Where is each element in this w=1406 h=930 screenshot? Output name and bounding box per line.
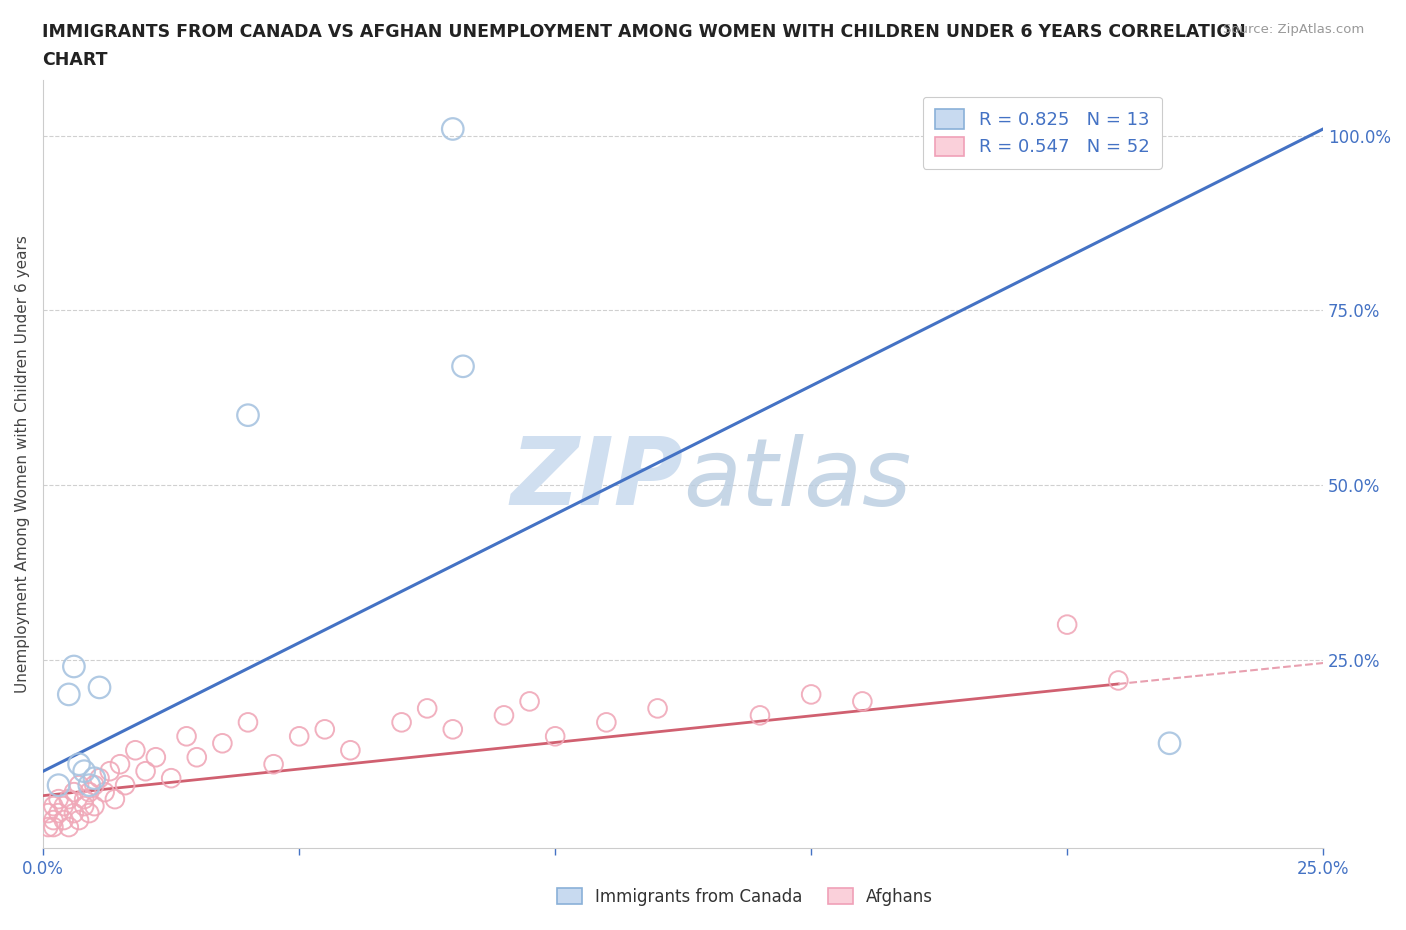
Point bbox=[595, 715, 617, 730]
Point bbox=[77, 805, 100, 820]
Point bbox=[236, 715, 259, 730]
Point bbox=[441, 122, 464, 137]
Point bbox=[37, 819, 59, 834]
Point bbox=[77, 785, 100, 800]
Point bbox=[339, 743, 361, 758]
Point bbox=[236, 407, 259, 422]
Text: Source: ZipAtlas.com: Source: ZipAtlas.com bbox=[1223, 23, 1364, 36]
Point bbox=[1056, 618, 1078, 632]
Point bbox=[104, 791, 127, 806]
Point bbox=[77, 777, 100, 792]
Point bbox=[749, 708, 772, 723]
Point bbox=[58, 791, 80, 806]
Point bbox=[519, 694, 541, 709]
Point bbox=[48, 791, 70, 806]
Point bbox=[211, 736, 233, 751]
Point bbox=[89, 771, 111, 786]
Text: IMMIGRANTS FROM CANADA VS AFGHAN UNEMPLOYMENT AMONG WOMEN WITH CHILDREN UNDER 6 : IMMIGRANTS FROM CANADA VS AFGHAN UNEMPLO… bbox=[42, 23, 1246, 41]
Point bbox=[451, 359, 474, 374]
Point bbox=[391, 715, 413, 730]
Point bbox=[63, 805, 86, 820]
Point bbox=[67, 757, 90, 772]
Legend: Immigrants from Canada, Afghans: Immigrants from Canada, Afghans bbox=[551, 881, 939, 912]
Point bbox=[63, 785, 86, 800]
Point bbox=[73, 791, 96, 806]
Text: ZIP: ZIP bbox=[510, 433, 683, 525]
Point bbox=[73, 764, 96, 778]
Point bbox=[160, 771, 183, 786]
Point bbox=[186, 750, 208, 764]
Point bbox=[67, 813, 90, 828]
Point bbox=[1107, 673, 1129, 688]
Point bbox=[800, 687, 823, 702]
Point bbox=[98, 764, 121, 778]
Point bbox=[93, 785, 115, 800]
Point bbox=[288, 729, 311, 744]
Point bbox=[851, 694, 873, 709]
Point bbox=[48, 805, 70, 820]
Point bbox=[67, 777, 90, 792]
Point bbox=[58, 687, 80, 702]
Point bbox=[73, 799, 96, 814]
Point bbox=[416, 701, 439, 716]
Point bbox=[108, 757, 131, 772]
Point bbox=[145, 750, 167, 764]
Point bbox=[52, 799, 75, 814]
Text: atlas: atlas bbox=[683, 434, 911, 525]
Point bbox=[42, 799, 65, 814]
Text: CHART: CHART bbox=[42, 51, 108, 69]
Point bbox=[42, 813, 65, 828]
Point bbox=[37, 805, 59, 820]
Point bbox=[83, 771, 105, 786]
Point bbox=[114, 777, 136, 792]
Point bbox=[135, 764, 157, 778]
Point bbox=[89, 680, 111, 695]
Point bbox=[83, 799, 105, 814]
Point bbox=[1031, 122, 1053, 137]
Point bbox=[42, 819, 65, 834]
Point bbox=[176, 729, 198, 744]
Point bbox=[83, 777, 105, 792]
Point bbox=[492, 708, 515, 723]
Legend: R = 0.825   N = 13, R = 0.547   N = 52: R = 0.825 N = 13, R = 0.547 N = 52 bbox=[922, 97, 1161, 169]
Point bbox=[1159, 736, 1181, 751]
Y-axis label: Unemployment Among Women with Children Under 6 years: Unemployment Among Women with Children U… bbox=[15, 235, 30, 693]
Point bbox=[441, 722, 464, 737]
Point bbox=[63, 659, 86, 674]
Point bbox=[314, 722, 336, 737]
Point bbox=[58, 819, 80, 834]
Point bbox=[52, 813, 75, 828]
Point bbox=[124, 743, 146, 758]
Point bbox=[263, 757, 285, 772]
Point bbox=[647, 701, 669, 716]
Point bbox=[48, 777, 70, 792]
Point bbox=[544, 729, 567, 744]
